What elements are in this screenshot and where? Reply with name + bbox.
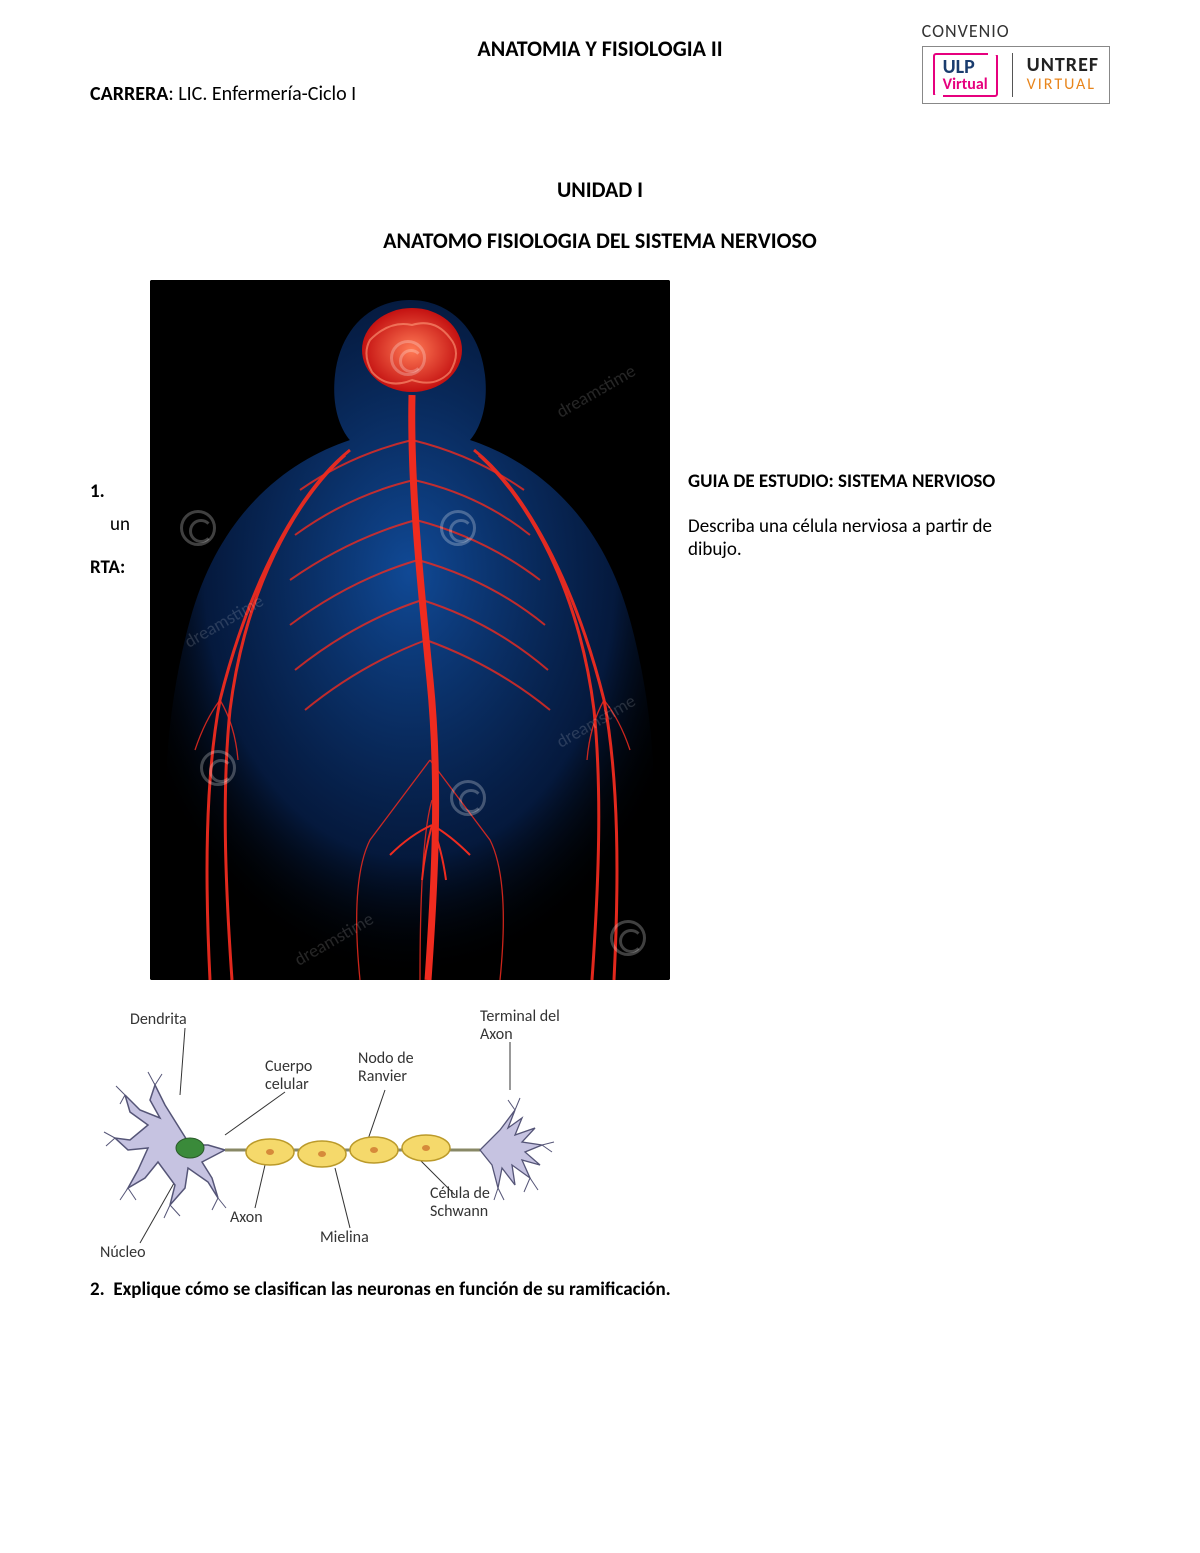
untref-bot: VIRTUAL — [1027, 75, 1099, 94]
question-2: 2. Explique cómo se clasifican las neuro… — [90, 1278, 1110, 1301]
label-cuerpo: Cuerpocelular — [265, 1058, 312, 1093]
main-row: 1. un RTA: — [90, 280, 1110, 980]
unit-title: ANATOMO FISIOLOGIA DEL SISTEMA NERVIOSO — [90, 227, 1110, 254]
q1-line1: Describa una célula nerviosa a partir de — [688, 515, 1090, 538]
unit-label: UNIDAD I — [90, 176, 1110, 203]
q2-number: 2. — [90, 1278, 105, 1301]
untref-logo: UNTREF VIRTUAL — [1027, 55, 1099, 94]
watermark-icon — [610, 920, 646, 956]
neuron-diagram: Dendrita Cuerpocelular Nodo deRanvier Te… — [90, 1000, 610, 1260]
unit-block: UNIDAD I ANATOMO FISIOLOGIA DEL SISTEMA … — [90, 176, 1110, 254]
ulp-bot: Virtual — [943, 77, 988, 93]
logo-pair: ULP Virtual UNTREF VIRTUAL — [922, 46, 1110, 104]
watermark-icon — [180, 510, 216, 546]
label-nucleo: Núcleo — [100, 1243, 146, 1262]
career-value: : LIC. Enfermería-Ciclo I — [168, 82, 356, 106]
untref-top: UNTREF — [1027, 55, 1099, 75]
guide-title: GUIA DE ESTUDIO: SISTEMA NERVIOSO — [688, 470, 1090, 493]
watermark-icon — [440, 510, 476, 546]
nervous-system-figure: dreamstime dreamstime dreamstime dreamst… — [150, 280, 670, 980]
label-mielina: Mielina — [320, 1228, 369, 1247]
label-nodo: Nodo deRanvier — [358, 1050, 414, 1085]
logo-block: CONVENIO ULP Virtual UNTREF VIRTUAL — [922, 20, 1110, 104]
q1-un: un — [110, 513, 150, 536]
label-dendrita: Dendrita — [130, 1010, 187, 1029]
q1-line2: dibujo. — [688, 538, 1090, 561]
ulp-top: ULP — [943, 57, 988, 77]
q2-text: Explique cómo se clasifican las neuronas… — [113, 1278, 670, 1301]
q1-number: 1. — [90, 480, 150, 503]
label-terminal: Terminal delAxon — [480, 1008, 560, 1043]
left-column: 1. un RTA: — [90, 280, 150, 579]
label-schwann: Célula deSchwann — [430, 1185, 490, 1220]
rta-label: RTA: — [90, 556, 150, 579]
career-label: CARRERA — [90, 82, 168, 106]
convenio-label: CONVENIO — [922, 20, 1110, 42]
watermark-icon — [390, 340, 426, 376]
ulp-logo: ULP Virtual — [933, 53, 998, 97]
logo-divider — [1012, 53, 1013, 97]
label-axon: Axon — [230, 1208, 263, 1227]
right-column: GUIA DE ESTUDIO: SISTEMA NERVIOSO Descri… — [670, 280, 1090, 561]
watermark-icon — [200, 750, 236, 786]
watermark-icon — [450, 780, 486, 816]
